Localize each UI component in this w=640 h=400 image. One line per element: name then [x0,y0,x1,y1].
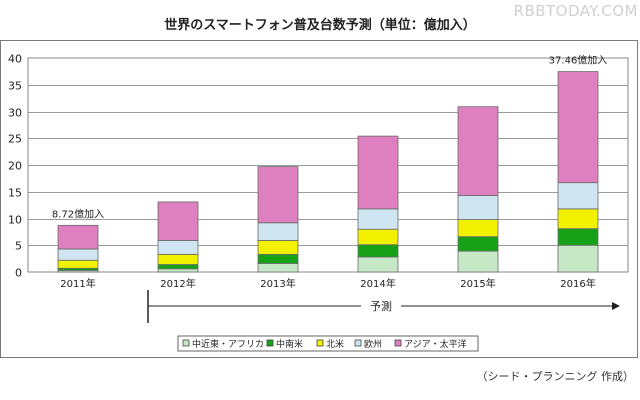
bar-segment [557,244,599,273]
x-tick-label: 2016年 [560,277,595,290]
y-tick-label: 25 [8,133,22,146]
bar-segment [357,256,399,273]
bar-segment [157,264,199,270]
bar-segment [557,71,599,184]
y-tick-label: 35 [8,80,22,93]
legend-label: アジア・太平洋 [404,338,467,350]
y-tick-label: 10 [8,214,22,227]
legend-swatch [316,339,324,347]
bar-segment [57,224,99,250]
data-label: 37.46億加入 [549,54,608,67]
bar-segment [257,263,299,273]
legend-label: 中南米 [276,338,303,350]
bar-segment [157,240,199,255]
chart-frame [0,40,638,358]
legend-label: 欧州 [364,338,382,350]
bar-segment [457,195,499,220]
bar-segment [357,135,399,210]
legend-swatch [266,339,274,347]
bar-segment [157,268,199,273]
watermark: RBBTODAY.COM [513,2,638,20]
bar-segment [57,259,99,269]
forecast-arrow-head [612,302,620,310]
y-tick-label: 0 [15,267,22,280]
x-tick-label: 2013年 [260,277,295,290]
bar-segment [157,201,199,241]
legend-label: 北米 [326,338,344,350]
bar-segment [557,182,599,210]
legend-label: 中近東・アフリカ [192,338,264,350]
bar-segment [57,248,99,261]
y-tick-label: 40 [8,53,22,66]
bar-segment [457,219,499,238]
bar-segment [257,166,299,224]
bar-segment [257,222,299,241]
chart-title: 世界のスマートフォン普及台数予測（単位：億加入） [164,18,476,33]
bar-segment [357,244,399,258]
bar-segment [557,208,599,230]
bar-segment [457,106,499,196]
y-tick-label: 15 [8,187,22,200]
source-credit: （シード・プランニング 作成） [476,370,635,383]
y-tick-label: 5 [15,240,22,253]
bar-segment [357,228,399,246]
forecast-label: 予測 [370,299,392,313]
legend-swatch [182,339,190,347]
bar-segment [557,228,599,246]
x-tick-label: 2014年 [360,277,395,290]
bar-segment [157,253,199,265]
bar-segment [457,250,499,273]
forecast-label-bg [361,299,401,313]
x-tick-label: 2015年 [460,277,495,290]
bar-segment [457,236,499,252]
legend-swatch [354,339,362,347]
bar-segment [257,253,299,264]
y-tick-label: 20 [8,160,22,173]
legend-swatch [394,339,402,347]
y-tick-label: 30 [8,107,22,120]
bar-segment [257,240,299,255]
x-tick-label: 2011年 [60,277,95,290]
data-label: 8.72億加入 [52,207,104,220]
bar-segment [357,208,399,230]
legend-box [177,335,479,352]
x-tick-label: 2012年 [160,277,195,290]
